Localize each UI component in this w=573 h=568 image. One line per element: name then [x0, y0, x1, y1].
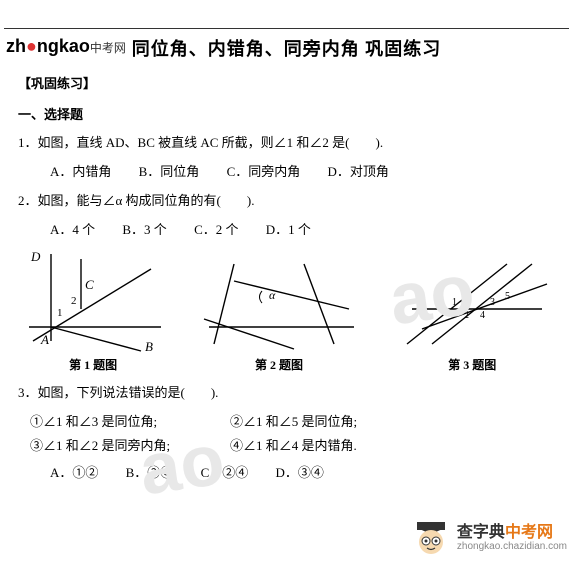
question-2-options: A．4 个 B．3 个 C．2 个 D．1 个	[50, 220, 573, 241]
figure-2-svg: α	[199, 249, 359, 354]
figures-row: D C A B 1 2 第 1 题图 α 第 2 题图	[4, 249, 569, 375]
mascot-icon	[411, 518, 451, 558]
figure-3-svg: 1 2 3 4 5	[392, 249, 552, 354]
question-3-stem: 3．如图，下列说法错误的是( ).	[18, 383, 573, 404]
q1-opt-b: B．同位角	[139, 164, 200, 179]
figure-3-caption: 第 3 题图	[392, 356, 552, 375]
logo-cn: 中考网	[90, 41, 126, 55]
fig1-label-c: C	[85, 277, 94, 292]
q2-opt-a: A．4 个	[50, 222, 95, 237]
figure-1: D C A B 1 2 第 1 题图	[21, 249, 166, 375]
figure-1-caption: 第 1 题图	[21, 356, 166, 375]
fig3-angle-2: 2	[464, 310, 469, 321]
q1-opt-d: D．对顶角	[327, 164, 388, 179]
brand-badge: 查字典中考网 zhongkao.chazidian.com	[411, 518, 567, 558]
question-1-stem: 1．如图，直线 AD、BC 被直线 AC 所截，则∠1 和∠2 是( ).	[18, 133, 573, 154]
fig1-label-a: A	[40, 332, 49, 347]
figure-1-svg: D C A B 1 2	[21, 249, 166, 354]
brand-cn-b: 中考网	[505, 524, 553, 541]
figure-2: α 第 2 题图	[199, 249, 359, 375]
q3-opt-b: B．②③	[126, 465, 174, 480]
site-logo: zh●ngkao中考网	[6, 32, 126, 61]
q3-c2: ②∠1 和∠5 是同位角;	[230, 412, 430, 433]
fig1-angle-2: 2	[71, 295, 77, 307]
divider	[4, 28, 569, 29]
section-tag: 【巩固练习】	[18, 74, 573, 95]
brand-text: 查字典中考网 zhongkao.chazidian.com	[457, 524, 567, 553]
q2-opt-d: D．1 个	[266, 222, 311, 237]
fig1-angle-1: 1	[57, 307, 63, 319]
figure-2-caption: 第 2 题图	[199, 356, 359, 375]
q3-c1: ①∠1 和∠3 是同位角;	[30, 412, 230, 433]
brand-url: zhongkao.chazidian.com	[457, 541, 567, 552]
logo-dot-icon: ●	[26, 36, 37, 56]
figure-3: 1 2 3 4 5 第 3 题图	[392, 249, 552, 375]
q3-c3: ③∠1 和∠2 是同旁内角;	[30, 436, 230, 457]
section-subhead: 一、选择题	[18, 105, 573, 126]
logo-part-a: zh	[6, 36, 26, 56]
question-1-options: A．内错角 B．同位角 C．同旁内角 D．对顶角	[50, 162, 573, 183]
logo-part-b: ngkao	[37, 36, 90, 56]
q1-opt-a: A．内错角	[50, 164, 111, 179]
fig3-angle-5: 5	[505, 291, 510, 302]
fig3-angle-3: 3	[490, 297, 495, 308]
q2-opt-b: B．3 个	[122, 222, 166, 237]
q3-opt-a: A．①②	[50, 465, 98, 480]
fig3-angle-1: 1	[452, 297, 457, 308]
fig1-label-d: D	[30, 249, 41, 264]
brand-cn-a: 查字典	[457, 524, 505, 541]
q1-opt-c: C．同旁内角	[227, 164, 301, 179]
fig2-label-alpha: α	[269, 288, 276, 302]
fig3-angle-4: 4	[480, 310, 485, 321]
question-2-stem: 2．如图，能与∠α 构成同位角的有( ).	[18, 191, 573, 212]
question-3-choices-grid: ①∠1 和∠3 是同位角; ②∠1 和∠5 是同位角; ③∠1 和∠2 是同旁内…	[30, 412, 573, 458]
q3-opt-c: C．②④	[201, 465, 249, 480]
q2-opt-c: C．2 个	[194, 222, 238, 237]
q3-opt-d: D．③④	[275, 465, 323, 480]
question-3-options: A．①② B．②③ C．②④ D．③④	[50, 463, 573, 484]
fig1-label-b: B	[145, 339, 153, 354]
q3-c4: ④∠1 和∠4 是内错角.	[230, 436, 430, 457]
